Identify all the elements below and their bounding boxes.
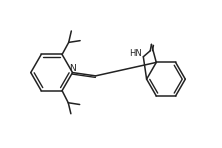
Text: HN: HN [129, 49, 142, 58]
Text: N: N [70, 64, 76, 73]
